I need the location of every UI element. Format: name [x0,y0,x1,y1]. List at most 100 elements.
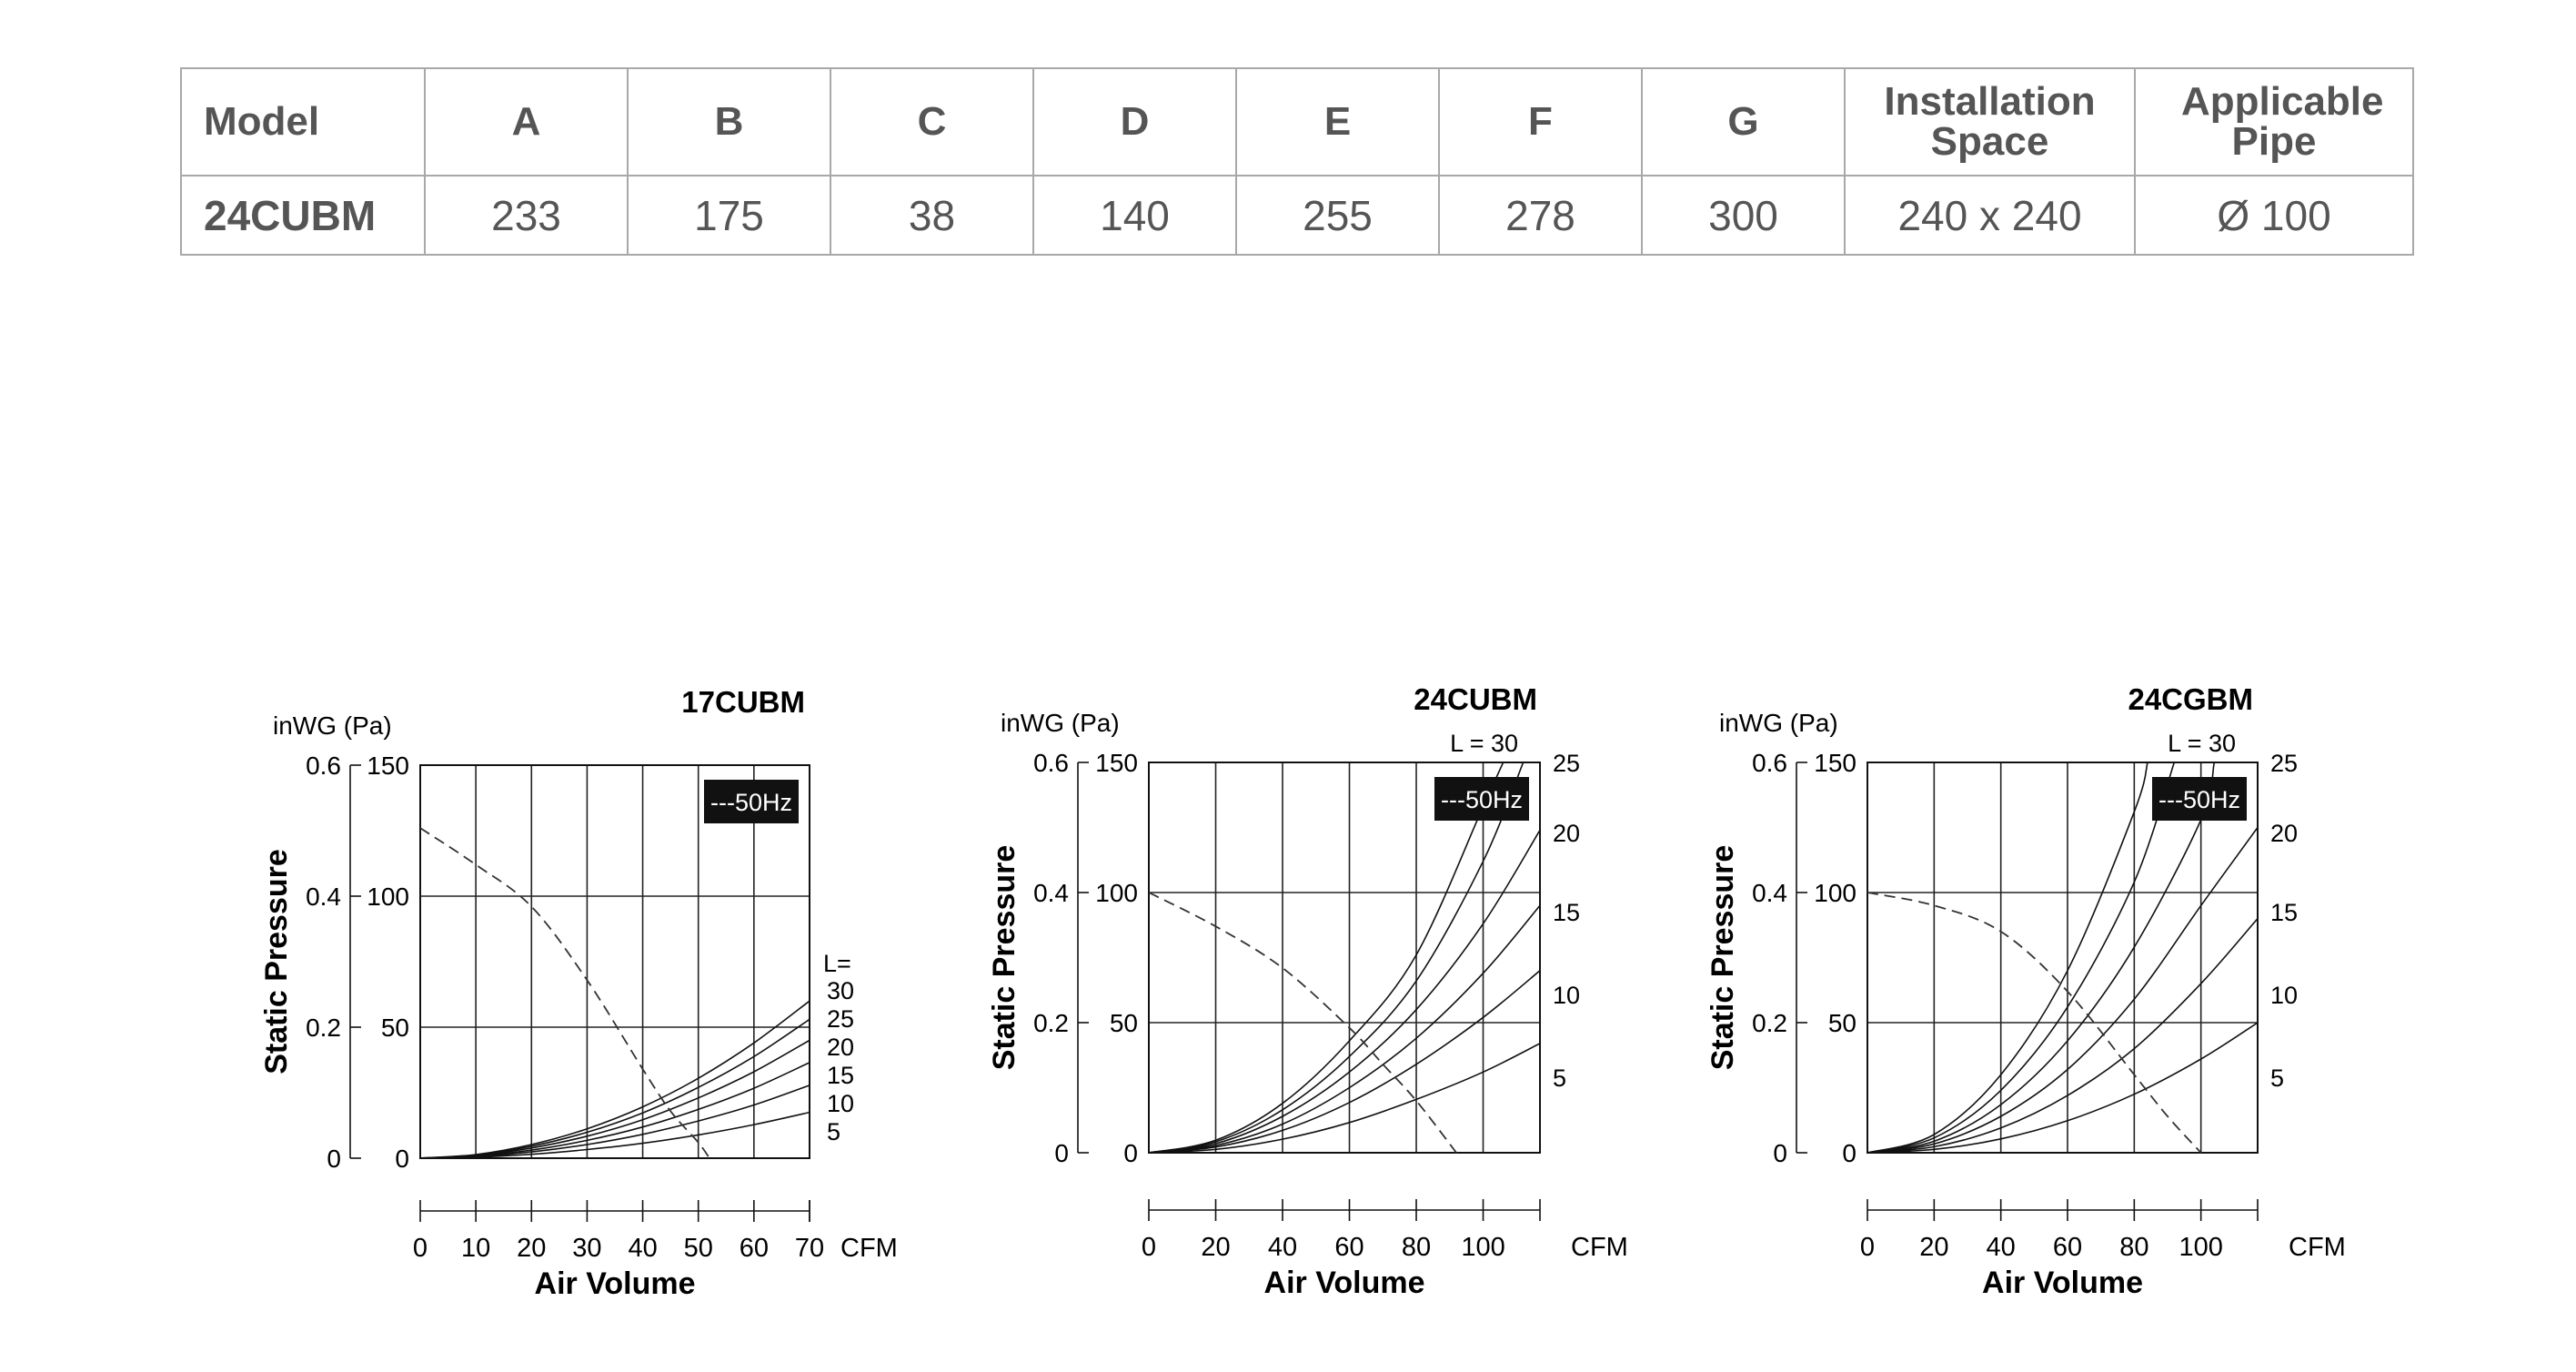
curve-label-L15: 15 [827,1062,854,1089]
y-axis-title: Static Pressure [987,845,1021,1071]
y-tick-label-inwg: 0.6 [1752,749,1787,777]
y-tick-label-pa: 50 [381,1014,409,1042]
header-applicable-pipe: Applicable Pipe [2134,67,2414,177]
table-row: 24CUBM 233 175 38 140 255 278 300 240 x … [180,175,2414,256]
y-tick-label-inwg: 0 [1054,1139,1069,1167]
header-g: G [1641,67,1846,177]
y-tick-label-inwg: 0 [1773,1139,1787,1167]
curve-label-L15: 15 [1553,899,1580,926]
x-tick-label: 20 [517,1234,546,1263]
fan-curve-50hz [420,827,710,1158]
resistance-curve-L25 [1149,762,1524,1153]
curve-label-L30: 30 [827,977,854,1004]
y-tick-label-inwg: 0.2 [306,1014,341,1042]
x-tick-label: 0 [1142,1233,1156,1262]
resistance-curves [420,1000,810,1158]
chart-title: 17CUBM [681,685,805,719]
y-tick-label-pa: 0 [395,1145,409,1173]
resistance-curve-L5 [420,1111,810,1158]
y-tick-label-inwg: 0.6 [1033,749,1069,777]
resistance-curve-L30 [1867,762,2148,1153]
x-tick-label: 80 [2119,1233,2148,1262]
curve-label-L10: 10 [827,1090,854,1117]
fan-curve-50hz [1149,892,1457,1153]
legend-label: ---50Hz [710,789,792,816]
y-unit-label: inWG (Pa) [1719,709,1838,737]
y-unit-label: inWG (Pa) [273,711,392,740]
y-tick-label-pa: 0 [1123,1139,1138,1167]
cell-d: 140 [1032,175,1237,256]
x-tick-label: 20 [1201,1233,1230,1262]
x-tick-label: 30 [572,1234,601,1263]
cell-e: 255 [1235,175,1440,256]
legend-box [704,780,799,823]
curve-label-L5: 5 [2270,1064,2284,1092]
plot-frame [419,764,810,1159]
y-tick-label-inwg: 0.4 [1033,879,1069,907]
curve-label-L20: 20 [2270,820,2298,847]
resistance-curve-L10 [1867,918,2258,1153]
legend-label: ---50Hz [2158,786,2240,813]
cell-c: 38 [830,175,1034,256]
x-unit-label: CFM [1571,1233,1628,1262]
x-tick-label: 100 [2179,1233,2222,1262]
y-tick-label-pa: 150 [1095,749,1138,777]
x-tick-label: 40 [1268,1233,1297,1262]
y-tick-label-pa: 100 [367,883,409,911]
curve-label-L25: 25 [2270,750,2298,777]
cell-applicable-pipe: Ø 100 [2134,175,2414,256]
resistance-curve-L30 [1149,762,1504,1153]
y-tick-label-pa: 150 [1814,749,1857,777]
curve-label-L30: L = 30 [2168,730,2236,757]
resistance-curve-L20 [1867,762,2216,1153]
x-tick-label: 60 [1334,1233,1363,1262]
curve-label-L30: L = 30 [1450,730,1518,757]
legend-box [2152,777,2247,821]
curve-label-L5: 5 [827,1118,840,1145]
resistance-curve-L10 [1149,970,1540,1153]
curve-label-L10: 10 [2270,982,2298,1009]
y-tick-label-inwg: 0.4 [306,883,341,911]
resistance-curve-L25 [1867,762,2176,1153]
cell-installation-space: 240 x 240 [1844,175,2136,256]
resistance-curve-L5 [1867,1022,2258,1153]
cell-g: 300 [1641,175,1846,256]
y-tick-label-inwg: 0.2 [1752,1009,1787,1037]
y-tick-label-pa: 0 [1842,1139,1857,1167]
plot-frame [1148,762,1541,1154]
y-tick-label-pa: 50 [1828,1009,1857,1037]
x-unit-label: CFM [840,1234,898,1263]
cell-model: 24CUBM [180,175,426,256]
y-tick-label-inwg: 0.6 [306,752,341,780]
y-tick-label-pa: 50 [1110,1009,1138,1037]
table-header-row: Model A B C D E F G Installation Space A… [180,67,2414,177]
x-tick-label: 40 [1987,1233,2016,1262]
curve-label-L15: 15 [2270,899,2298,926]
cell-a: 233 [424,175,629,256]
x-axis-title: Air Volume [1982,1266,2143,1300]
x-tick-label: 0 [1860,1233,1875,1262]
x-tick-label: 60 [2053,1233,2082,1262]
header-f: F [1438,67,1643,177]
curve-label-L10: 10 [1553,982,1580,1009]
y-tick-label-pa: 150 [367,752,409,780]
curve-label-prefix: L= [823,950,851,977]
x-tick-label: 10 [461,1234,490,1263]
header-c: C [830,67,1034,177]
resistance-curves [1149,762,1540,1153]
chart-title: 24CUBM [1414,682,1537,716]
y-tick-label-inwg: 0.4 [1752,879,1787,907]
curve-label-L20: 20 [1553,820,1580,847]
x-tick-label: 40 [628,1234,657,1263]
model-dimensions-table: Model A B C D E F G Installation Space A… [180,67,2414,256]
x-tick-label: 60 [740,1234,769,1263]
header-model: Model [180,67,426,177]
y-tick-label-inwg: 0.2 [1033,1009,1069,1037]
resistance-curve-L15 [1867,827,2258,1153]
header-e: E [1235,67,1440,177]
cell-b: 175 [627,175,831,256]
